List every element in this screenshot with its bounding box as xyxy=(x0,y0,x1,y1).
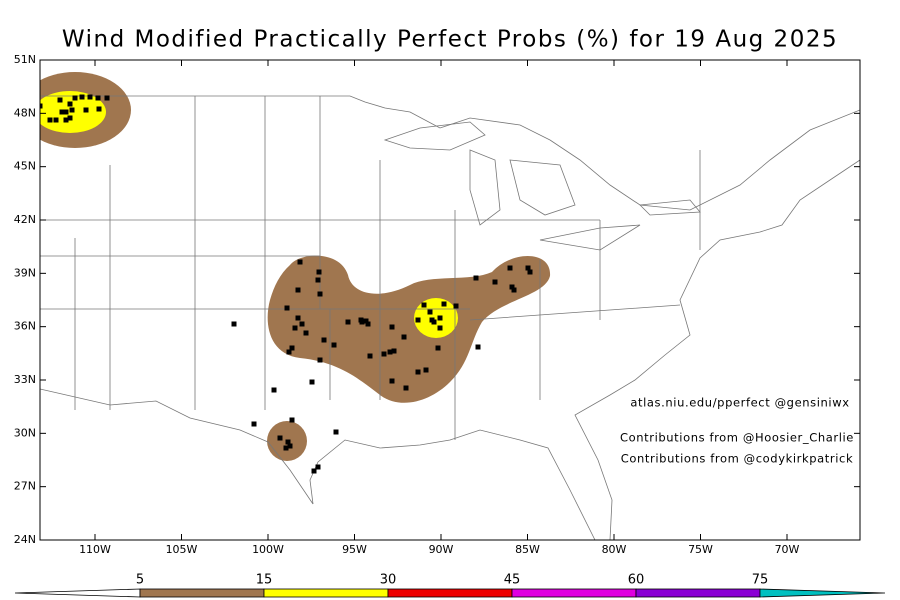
lat-label: 42N xyxy=(14,213,36,226)
great-lakes xyxy=(383,121,701,251)
lon-label: 80W xyxy=(602,543,627,556)
colorbar-segment xyxy=(263,588,389,598)
lat-label: 27N xyxy=(14,480,36,493)
lat-label: 51N xyxy=(14,53,36,66)
credits: atlas.niu.edu/pperfect @gensiniwx Contri… xyxy=(620,396,854,466)
lon-label: 75W xyxy=(688,543,713,556)
map-area xyxy=(40,72,860,540)
geography xyxy=(40,94,860,540)
border xyxy=(40,95,860,211)
lat-label: 24N xyxy=(14,533,36,546)
lon-label: 100W xyxy=(252,543,284,556)
credit: atlas.niu.edu/pperfect @gensiniwx xyxy=(630,396,849,410)
lat-label: 33N xyxy=(14,373,36,386)
lon-label: 95W xyxy=(342,543,367,556)
lon-label: 70W xyxy=(775,543,800,556)
colorbar-label: 5 xyxy=(136,573,144,588)
lat-label: 36N xyxy=(14,320,36,333)
colorbar-high xyxy=(759,588,886,598)
colorbar-label: 15 xyxy=(256,573,273,588)
lon-label: 105W xyxy=(166,543,198,556)
colorbar-segment xyxy=(511,588,637,598)
colorbar-segment xyxy=(139,588,265,598)
colorbar-label: 60 xyxy=(628,573,645,588)
axis-ticks: 51N 48N 45N 42N 39N 36N 33N 30N 27N 24N 110W 105W 10… xyxy=(14,53,860,556)
lon-label: 85W xyxy=(515,543,540,556)
probability-contours xyxy=(40,72,551,461)
lat-label: 45N xyxy=(14,160,36,173)
credit: Contributions from @codykirkpatrick xyxy=(621,452,853,466)
colorbar-low xyxy=(14,588,141,598)
colorbar-segment xyxy=(635,588,761,598)
lon-label: 90W xyxy=(429,543,454,556)
lat-label: 48N xyxy=(14,106,36,119)
colorbar-label: 75 xyxy=(752,573,769,588)
colorbar-segment xyxy=(387,588,513,598)
colorbar-label: 45 xyxy=(504,573,521,588)
map-frame xyxy=(39,59,861,541)
border xyxy=(40,388,314,505)
lat-label: 30N xyxy=(14,426,36,439)
lon-label: 110W xyxy=(79,543,111,556)
prob-area-15 xyxy=(414,298,458,338)
credit: Contributions from @Hoosier_Charlie xyxy=(620,431,854,445)
prob-area-5 xyxy=(267,255,551,403)
state-lines xyxy=(40,96,701,440)
lat-label: 39N xyxy=(14,266,36,279)
colorbar: 5 15 30 45 60 75 xyxy=(14,573,886,598)
colorbar-label: 30 xyxy=(380,573,397,588)
map-title: Wind Modified Practically Perfect Probs … xyxy=(62,27,838,53)
